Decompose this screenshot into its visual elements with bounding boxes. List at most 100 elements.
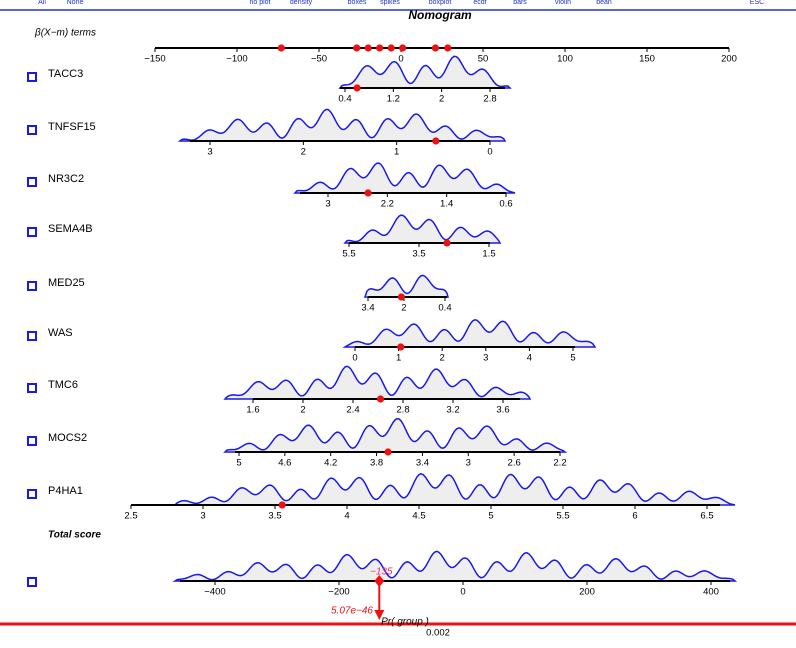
tick-label: 3 [483, 353, 488, 364]
tick-label: 4.6 [278, 458, 291, 469]
tick-label: 3 [200, 511, 205, 522]
tick-label: 3.4 [416, 458, 429, 469]
tick-label: 1.2 [387, 94, 400, 105]
toolbar-button[interactable]: ecdf [473, 0, 486, 6]
row-name: MOCS2 [48, 432, 87, 444]
value-point [278, 501, 286, 509]
tick-label: −150 [144, 54, 165, 65]
tick-label: 6.5 [700, 511, 713, 522]
toolbar-button[interactable]: bars [513, 0, 527, 6]
tick-label: 3.5 [268, 511, 281, 522]
value-point [376, 395, 385, 403]
toolbar-button[interactable]: boxplot [429, 0, 452, 6]
tick-label: 2 [401, 303, 406, 314]
term-point [364, 44, 372, 52]
tick-label: 1 [394, 147, 399, 158]
tick-label: 2 [301, 147, 306, 158]
value-point [432, 137, 440, 145]
checkbox[interactable] [27, 227, 37, 237]
tick-label: 2 [440, 353, 445, 364]
tick-label: 1.6 [246, 405, 259, 416]
value-point [443, 239, 451, 247]
total-label: Total score [48, 530, 101, 541]
toolbar-button[interactable]: violin [555, 0, 571, 6]
tick-label: 4.2 [324, 458, 337, 469]
value-point [353, 84, 361, 92]
toolbar-button[interactable]: All [38, 0, 46, 6]
tick-label: 200 [579, 587, 595, 598]
checkbox[interactable] [27, 281, 37, 291]
tick-label: 2.8 [396, 405, 409, 416]
checkbox[interactable] [27, 331, 37, 341]
tick-label: 2.6 [508, 458, 521, 469]
tick-label: −400 [204, 587, 225, 598]
tick-label: 1.5 [482, 249, 495, 260]
arrow-head [374, 610, 385, 620]
toolbar-button[interactable]: bean [596, 0, 612, 6]
probability: 5.07e−46 [331, 606, 373, 617]
toolbar-button[interactable]: density [290, 0, 313, 6]
tick-label: 2 [300, 405, 305, 416]
toolbar-button[interactable]: spikes [380, 0, 400, 6]
tick-label: 0 [460, 587, 465, 598]
tick-label: 6 [632, 511, 637, 522]
checkbox[interactable] [27, 125, 37, 135]
toolbar-button[interactable]: no plot [249, 0, 270, 6]
tick-label: 3.2 [446, 405, 459, 416]
total-point [374, 575, 385, 587]
tick-label: 3 [466, 458, 471, 469]
checkbox[interactable] [27, 383, 37, 393]
tick-label: 2.4 [346, 405, 359, 416]
toolbar-button[interactable]: None [67, 0, 84, 6]
density [223, 365, 532, 400]
tick-label: 0.4 [338, 94, 351, 105]
term-point [399, 44, 407, 52]
density [343, 214, 502, 244]
tick-label: 5 [236, 458, 241, 469]
tick-label: 0.6 [499, 199, 512, 210]
tick-label: 5.5 [556, 511, 569, 522]
tick-label: 2.2 [381, 199, 394, 210]
row-name: NR3C2 [48, 173, 84, 185]
tick-label: 3.6 [496, 405, 509, 416]
checkbox[interactable] [27, 489, 37, 499]
tick-label: 4 [527, 353, 532, 364]
tick-label: 2.2 [553, 458, 566, 469]
density [173, 473, 736, 506]
value-point [397, 293, 405, 301]
checkbox[interactable] [27, 577, 37, 587]
density [338, 55, 512, 89]
toolbar-button[interactable]: ESC [750, 0, 764, 6]
tick-label: 150 [639, 54, 655, 65]
density [293, 162, 516, 194]
row-name: MED25 [48, 277, 85, 289]
tick-label: 1.4 [440, 199, 453, 210]
checkbox[interactable] [27, 436, 37, 446]
checkbox[interactable] [27, 177, 37, 187]
term-point [387, 44, 395, 52]
tick-label: 3.5 [412, 249, 425, 260]
tick-label: 5 [488, 511, 493, 522]
tick-label: −100 [226, 54, 247, 65]
term-point [353, 44, 361, 52]
row-name: SEMA4B [48, 223, 93, 235]
term-point [444, 44, 452, 52]
tick-label: 0 [398, 54, 403, 65]
row-name: WAS [48, 327, 73, 339]
tick-label: 200 [721, 54, 737, 65]
tick-label: 100 [557, 54, 573, 65]
tick-label: −200 [328, 587, 349, 598]
tick-label: 3.4 [361, 303, 374, 314]
row-name: TACC3 [48, 68, 83, 80]
row-name: P4HA1 [48, 485, 83, 497]
tick-label: 3 [207, 147, 212, 158]
total-value-label: −135 [370, 567, 393, 578]
tick-label: 2.8 [483, 94, 496, 105]
checkbox[interactable] [27, 72, 37, 82]
density [223, 417, 568, 453]
tick-label: 2 [439, 94, 444, 105]
density [177, 108, 507, 142]
toolbar-button[interactable]: boxes [348, 0, 367, 6]
term-point [277, 44, 285, 52]
